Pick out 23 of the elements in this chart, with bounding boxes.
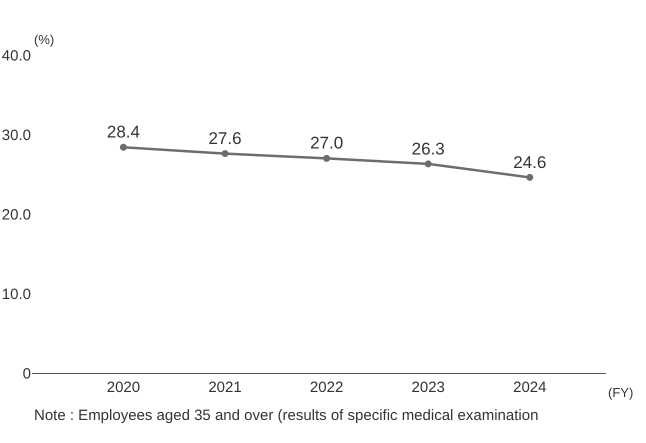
x-tick-label: 2020	[106, 379, 140, 396]
point	[526, 174, 534, 181]
data-label: 28.4	[106, 122, 140, 142]
text: Note : Employees aged 35 and over (results of specific medical examination	[34, 407, 538, 424]
y-tick-label: 40.0	[2, 47, 31, 64]
data-label: 24.6	[513, 152, 546, 172]
y-tick-label: 10.0	[2, 286, 31, 303]
y-tick-label: 0	[22, 365, 31, 382]
x-tick-label: 2024	[513, 379, 546, 396]
data-label: 27.6	[208, 128, 242, 148]
x-tick-label: 2021	[208, 379, 242, 396]
point	[323, 154, 330, 162]
point	[424, 160, 432, 168]
x-tick-label: 2022	[310, 379, 344, 396]
point	[222, 150, 229, 158]
data-label: 27.0	[310, 134, 344, 153]
point	[120, 144, 127, 151]
x-axis-title: (FY)	[608, 385, 634, 400]
data-label: 26.3	[412, 139, 445, 158]
y-tick-label: 30.0	[2, 126, 31, 144]
x-tick-label: 2023	[412, 379, 445, 396]
y-axis-title: (%)	[34, 32, 54, 47]
y-tick-label: 20.0	[2, 206, 31, 224]
